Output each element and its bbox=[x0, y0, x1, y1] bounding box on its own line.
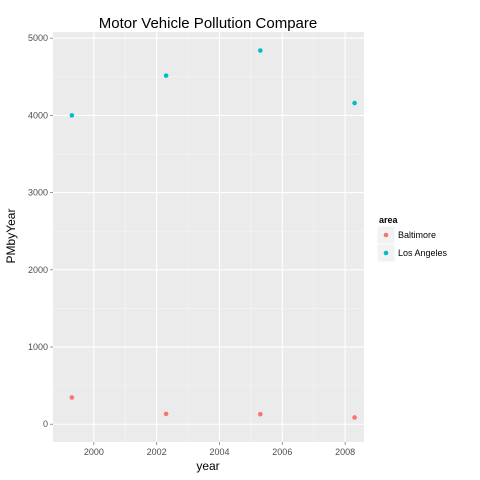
x-tick-label: 2004 bbox=[209, 447, 229, 457]
data-point bbox=[352, 415, 357, 420]
y-tick-label: 1000 bbox=[28, 342, 48, 352]
x-tick-label: 2006 bbox=[272, 447, 292, 457]
data-point bbox=[163, 411, 169, 417]
y-axis-title: PMbyYear bbox=[4, 209, 18, 264]
y-tick-label: 4000 bbox=[28, 110, 48, 120]
legend: area Baltimore Los Angeles bbox=[376, 215, 448, 263]
major-gridlines bbox=[53, 32, 364, 442]
y-tick-label: 5000 bbox=[28, 33, 48, 43]
y-axis-ticks: 0 1000 2000 3000 4000 5000 bbox=[28, 33, 53, 429]
data-point bbox=[163, 73, 169, 78]
data-point bbox=[69, 395, 75, 400]
plot-panel bbox=[53, 32, 364, 442]
y-tick-label: 3000 bbox=[28, 188, 48, 198]
data-point bbox=[258, 411, 263, 417]
x-tick-label: 2002 bbox=[147, 447, 167, 457]
data-point bbox=[352, 100, 357, 106]
legend-swatch bbox=[383, 232, 389, 238]
legend-title: area bbox=[379, 215, 399, 225]
chart-title: Motor Vehicle Pollution Compare bbox=[99, 15, 317, 32]
y-tick-label: 2000 bbox=[28, 265, 48, 275]
minor-gridlines bbox=[53, 32, 364, 442]
legend-swatch bbox=[383, 250, 389, 256]
x-axis-title: year bbox=[196, 459, 219, 473]
x-tick-label: 2008 bbox=[335, 447, 355, 457]
x-tick-label: 2000 bbox=[84, 447, 104, 457]
x-axis-ticks: 2000 2002 2004 2006 2008 bbox=[84, 442, 355, 457]
data-points bbox=[69, 48, 357, 420]
legend-entries: Baltimore Los Angeles bbox=[376, 225, 448, 263]
y-tick-label: 0 bbox=[43, 419, 48, 429]
legend-label: Baltimore bbox=[398, 230, 436, 240]
data-point bbox=[69, 113, 75, 118]
data-point bbox=[258, 48, 263, 53]
legend-label: Los Angeles bbox=[398, 248, 448, 258]
